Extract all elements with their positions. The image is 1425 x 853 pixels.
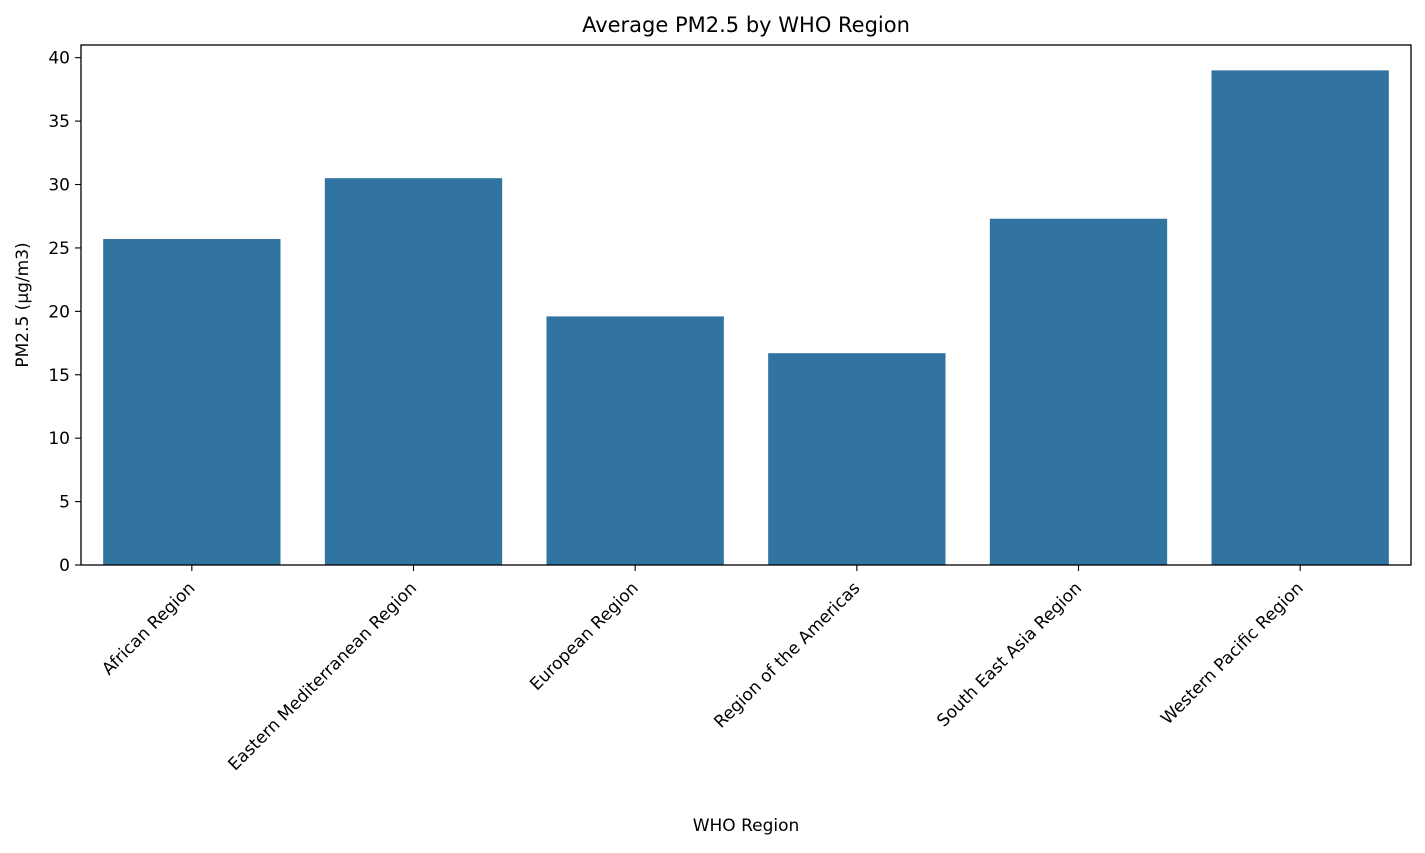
bar [324, 178, 503, 566]
y-tick-label: 5 [59, 493, 70, 513]
bar [546, 316, 724, 565]
x-axis-label: WHO Region [693, 816, 800, 836]
y-tick-label: 30 [48, 176, 70, 196]
bar [989, 218, 1168, 565]
bar [103, 239, 281, 566]
x-tick-label: Western Pacific Region [1157, 578, 1307, 728]
y-axis-label: PM2.5 (µg/m3) [13, 242, 33, 367]
y-axis: 0 5 10 15 20 25 30 35 40 [48, 49, 81, 576]
bar [768, 353, 946, 565]
x-tick-label: Region of the Americas [710, 578, 864, 732]
x-tick-label: European Region [526, 578, 642, 694]
y-tick-label: 25 [48, 239, 70, 259]
y-tick-label: 35 [48, 112, 70, 132]
x-tick-label: South East Asia Region [933, 578, 1086, 731]
y-tick-label: 40 [48, 49, 70, 69]
bars-layer [103, 70, 1389, 566]
plot-frame [80, 44, 1412, 566]
y-tick-label: 15 [48, 366, 70, 386]
chart-title: Average PM2.5 by WHO Region [582, 13, 910, 37]
y-tick-label: 20 [48, 302, 70, 322]
bar [1211, 70, 1389, 566]
x-axis: African Region Eastern Mediterranean Regi… [98, 565, 1308, 775]
x-tick-label: Eastern Mediterranean Region [225, 578, 422, 775]
x-tick-label: African Region [98, 578, 199, 679]
y-tick-label: 10 [48, 429, 70, 449]
y-tick-label: 0 [59, 556, 70, 576]
